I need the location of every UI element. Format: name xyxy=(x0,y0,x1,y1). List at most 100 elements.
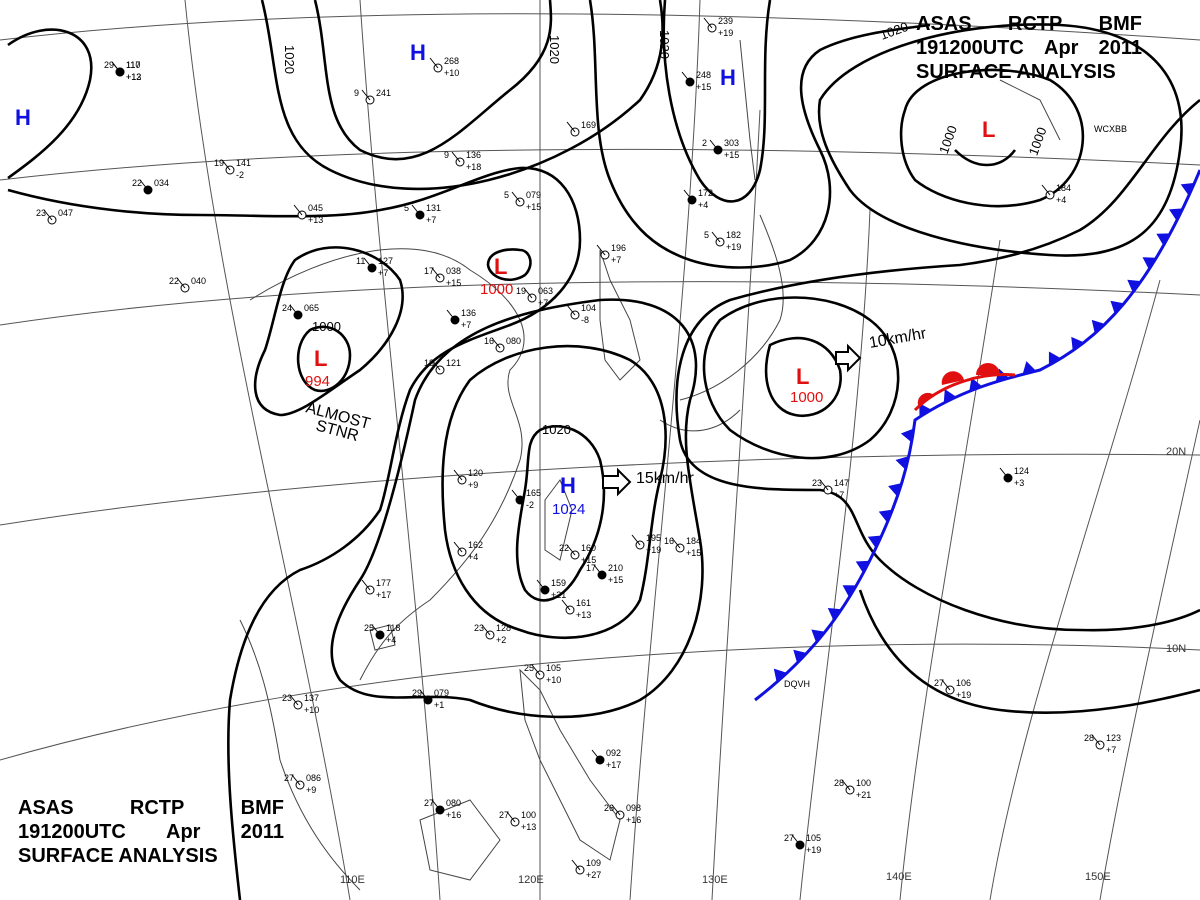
meridian-110e xyxy=(184,0,351,900)
station-temperature: 24 xyxy=(282,303,292,313)
station-plot: 092+17 xyxy=(591,748,621,770)
meridian-130e xyxy=(711,109,761,900)
wind-barb xyxy=(631,534,641,546)
station-tendency: +21 xyxy=(856,790,871,800)
wind-barb xyxy=(371,624,381,636)
station-plot: 210 17 +15 xyxy=(586,563,623,585)
station-tendency: +4 xyxy=(1056,195,1066,205)
cold-front-tooth xyxy=(1110,300,1125,314)
wind-barb xyxy=(481,624,491,636)
station-tendency: +7 xyxy=(461,320,471,330)
station-tendency: +15 xyxy=(446,278,461,288)
station-temperature: 25 xyxy=(364,623,374,633)
wind-barb xyxy=(566,121,576,133)
motion-label-high: 15km/hr xyxy=(636,470,694,487)
station-plot: 268+10 xyxy=(429,56,459,78)
wind-barb xyxy=(431,359,441,371)
wind-barb xyxy=(511,489,521,501)
cold-front-tooth xyxy=(1156,233,1171,246)
station-id: WCXBB xyxy=(1094,124,1127,134)
parallel-10n xyxy=(0,643,1200,761)
station-plot: 131 5 +7 xyxy=(404,203,441,225)
station-pressure: 098 xyxy=(626,803,641,813)
wind-barb xyxy=(411,204,421,216)
station-plot: 080 16 xyxy=(484,336,521,353)
low-center: L xyxy=(494,254,507,279)
station-pressure: 040 xyxy=(191,276,206,286)
isobar xyxy=(313,0,553,161)
station-tendency: +13 xyxy=(576,610,591,620)
station-pressure: 160 xyxy=(581,543,596,553)
isobar xyxy=(330,298,704,719)
isobar xyxy=(764,336,842,418)
wind-barb xyxy=(361,89,371,101)
wind-barb xyxy=(289,304,299,316)
high-center: H xyxy=(720,65,736,90)
station-tendency: +19 xyxy=(646,545,661,555)
title-row: SURFACE ANALYSIS xyxy=(18,844,284,868)
station-pressure: 080 xyxy=(506,336,521,346)
coast-japan xyxy=(659,214,784,432)
cold-front-tooth xyxy=(969,377,983,392)
station-pressure: 165 xyxy=(526,488,541,498)
station-tendency: +10 xyxy=(546,675,561,685)
station-plot: 159+21 xyxy=(536,578,566,600)
station-pressure: 121 xyxy=(446,358,461,368)
station-pressure: 239 xyxy=(718,16,733,26)
station-plot: 065 24 xyxy=(282,303,319,320)
station-temperature: 26 xyxy=(604,803,614,813)
wind-barb xyxy=(531,664,541,676)
station-temperature: 16 xyxy=(664,536,674,546)
station-pressure: 137 xyxy=(304,693,319,703)
wind-barb xyxy=(139,179,149,191)
annotations: ALMOST STNR 15km/hr 10km/hr xyxy=(304,325,928,487)
station-pressure: 177 xyxy=(376,578,391,588)
cold-front-tooth xyxy=(919,403,932,418)
station-plot: 038 17 +15 xyxy=(424,266,461,288)
cold-front-tooth xyxy=(888,483,902,497)
isobar xyxy=(260,0,664,191)
latitude-label: 10N xyxy=(1166,643,1186,655)
station-tendency: +4 xyxy=(698,200,708,210)
station-pressure: 124 xyxy=(1014,466,1029,476)
wind-barb xyxy=(709,139,719,151)
isobars xyxy=(7,0,1200,900)
cold-front-tooth xyxy=(793,649,807,664)
title-block-bottom-left: ASAS RCTP BMF 191200UTC Apr 2011 SURFACE… xyxy=(18,796,284,868)
station-pressure: 063 xyxy=(538,286,553,296)
station-pressure: 034 xyxy=(154,178,169,188)
station-pressure: 123 xyxy=(1106,733,1121,743)
station-tendency: +13 xyxy=(308,215,323,225)
wind-barb xyxy=(419,689,429,701)
wind-barb xyxy=(611,804,621,816)
wind-barb xyxy=(941,679,951,691)
wind-barb xyxy=(819,479,829,491)
station-tendency: +15 xyxy=(526,202,541,212)
station-tendency: -2 xyxy=(236,170,244,180)
coast-korea xyxy=(599,249,641,381)
motion-arrows xyxy=(602,343,862,497)
longitude-label: 150E xyxy=(1085,871,1111,883)
wind-barb xyxy=(703,17,713,29)
station-pressure: 195 xyxy=(646,533,661,543)
station-tendency: +12 xyxy=(126,72,141,82)
station-plot: 177+17 xyxy=(361,578,391,600)
cold-front-tooth xyxy=(943,389,957,404)
coast-borneo xyxy=(419,799,501,881)
station-temperature: 19 xyxy=(516,286,526,296)
coast-sakhalin xyxy=(739,39,756,181)
low-center-value: 1000 xyxy=(480,281,513,298)
wind-barb xyxy=(453,469,463,481)
station-pressure: 118 xyxy=(386,623,400,633)
station-temperature: 27 xyxy=(499,810,509,820)
title-station: RCTP xyxy=(1007,13,1063,35)
station-pressure: 047 xyxy=(58,208,73,218)
station-temperature: 5 xyxy=(504,190,509,200)
station-tendency: +16 xyxy=(626,815,641,825)
station-plot: 100 27 +13 xyxy=(499,810,536,832)
cold-front-tooth xyxy=(1048,351,1062,366)
station-pressure: 065 xyxy=(304,303,319,313)
station-plot: 047 23 xyxy=(36,208,73,225)
station-plot: 127 11 +7 xyxy=(356,256,393,278)
